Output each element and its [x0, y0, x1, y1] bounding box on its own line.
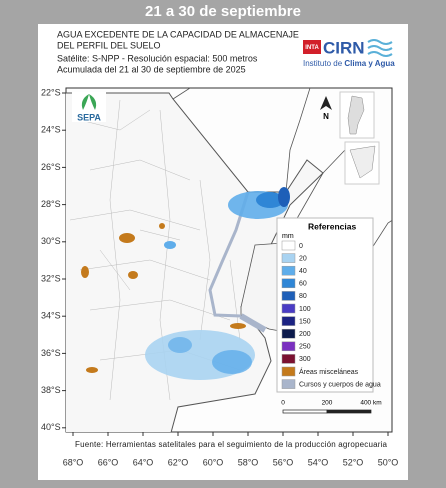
- institute-part: Clima y Agua: [344, 59, 395, 68]
- institute-text: Instituto de Clima y Agua: [303, 59, 395, 68]
- institute-part: Instituto de: [303, 59, 344, 68]
- inset-shape: [349, 145, 376, 179]
- misc-areas: [81, 223, 246, 373]
- lat-label: 38°S: [41, 385, 61, 395]
- lat-label: 22°S: [41, 87, 61, 97]
- lon-label: 62°O: [168, 457, 189, 467]
- lat-label: 36°S: [41, 348, 61, 358]
- wave-icon: [367, 39, 393, 57]
- lon-label: 50°O: [378, 457, 399, 467]
- legend-label: 100: [299, 306, 311, 313]
- legend-items: 0 20 40 60 80 100 150 200 250 300 Áreas miscelánea…: [281, 240, 381, 389]
- rain-area: [164, 241, 176, 249]
- lat-label: 30°S: [41, 236, 61, 246]
- legend-label: 60: [299, 281, 307, 288]
- scale-label: 0: [281, 400, 285, 407]
- lat-label: 32°S: [41, 273, 61, 283]
- cirn-text: CIRN: [323, 38, 365, 57]
- legend-label: 250: [299, 344, 311, 351]
- rain-area: [256, 192, 284, 208]
- legend-swatch: [281, 265, 296, 276]
- legend-swatch: [281, 291, 296, 301]
- legend-swatch: [281, 354, 296, 364]
- legend-label: 300: [299, 356, 311, 363]
- parana-river: [208, 191, 250, 318]
- coordinates: 22°S 24°S 26°S 28°S 30°S 32°S 34°S 36°S 38°S 40°S…: [41, 87, 398, 467]
- legend-swatch: [281, 253, 296, 263]
- legend-swatch: [281, 379, 296, 389]
- lon-label: 56°O: [273, 457, 294, 467]
- legend-swatch: [281, 316, 296, 326]
- legend-label: 80: [299, 293, 307, 300]
- inset-shape: [347, 95, 365, 135]
- legend-label: Áreas misceláneas: [299, 367, 359, 376]
- rain-area: [168, 337, 192, 353]
- lon-label: 68°O: [63, 457, 84, 467]
- legend-label: Cursos y cuerpos de agua: [299, 381, 381, 388]
- lon-label: 64°O: [133, 457, 154, 467]
- map-subtitle: Satélite: S-NPP - Resolución espacial: 5…: [57, 53, 258, 63]
- scale-segment: [326, 409, 372, 414]
- sepa-text: SEPA: [77, 112, 101, 122]
- legend-swatch: [281, 240, 296, 251]
- legend-label: 150: [299, 318, 311, 325]
- legend-label: 40: [299, 268, 307, 275]
- legend-label: 0: [299, 243, 303, 250]
- sepa-bg: [72, 92, 106, 122]
- scale-label: 200: [322, 400, 333, 407]
- north-label: N: [323, 112, 329, 121]
- lat-label: 34°S: [41, 311, 61, 321]
- inta-text: INTA: [305, 45, 319, 51]
- legend-swatch: [281, 303, 296, 314]
- lon-label: 60°O: [203, 457, 224, 467]
- rio-de-la-plata: [239, 313, 267, 333]
- scale-segment: [282, 409, 328, 414]
- map-title: AGUA EXCEDENTE DE LA CAPACIDAD DE ALMACE…: [57, 29, 299, 39]
- source: Fuente: Herramientas satelitales para el…: [75, 440, 388, 449]
- north-arrow: [320, 96, 332, 110]
- scale-label: 400 km: [360, 400, 381, 407]
- header-title: 21 a 30 de septiembre: [145, 3, 301, 20]
- sepa-leaf: [81, 94, 97, 110]
- scale-bar: [282, 409, 372, 414]
- lat-label: 24°S: [41, 125, 61, 135]
- legend-label: 20: [299, 255, 307, 262]
- inta-logo: [303, 40, 321, 54]
- map-title: DEL PERFIL DEL SUELO: [57, 40, 161, 50]
- lat-label: 40°S: [41, 422, 61, 432]
- legend-title: Referencias: [308, 221, 356, 231]
- legend-swatch: [281, 278, 296, 289]
- borders: [172, 88, 392, 291]
- legend-swatch: [281, 366, 296, 377]
- lat-label: 28°S: [41, 199, 61, 209]
- rain-area: [212, 350, 252, 374]
- legend-unit: mm: [282, 233, 294, 240]
- lon-label: 66°O: [98, 457, 119, 467]
- lon-label: 54°O: [308, 457, 329, 467]
- legend-swatch: [281, 328, 296, 339]
- sepa-logo: SEPA: [72, 92, 106, 122]
- lon-label: 52°O: [343, 457, 364, 467]
- rain-area: [278, 187, 290, 207]
- map-subtitle: Acumulada del 21 al 30 de septiembre de …: [57, 64, 246, 74]
- lon-label: 58°O: [238, 457, 259, 467]
- lat-label: 26°S: [41, 162, 61, 172]
- legend-swatch: [281, 341, 296, 352]
- legend-label: 200: [299, 331, 311, 338]
